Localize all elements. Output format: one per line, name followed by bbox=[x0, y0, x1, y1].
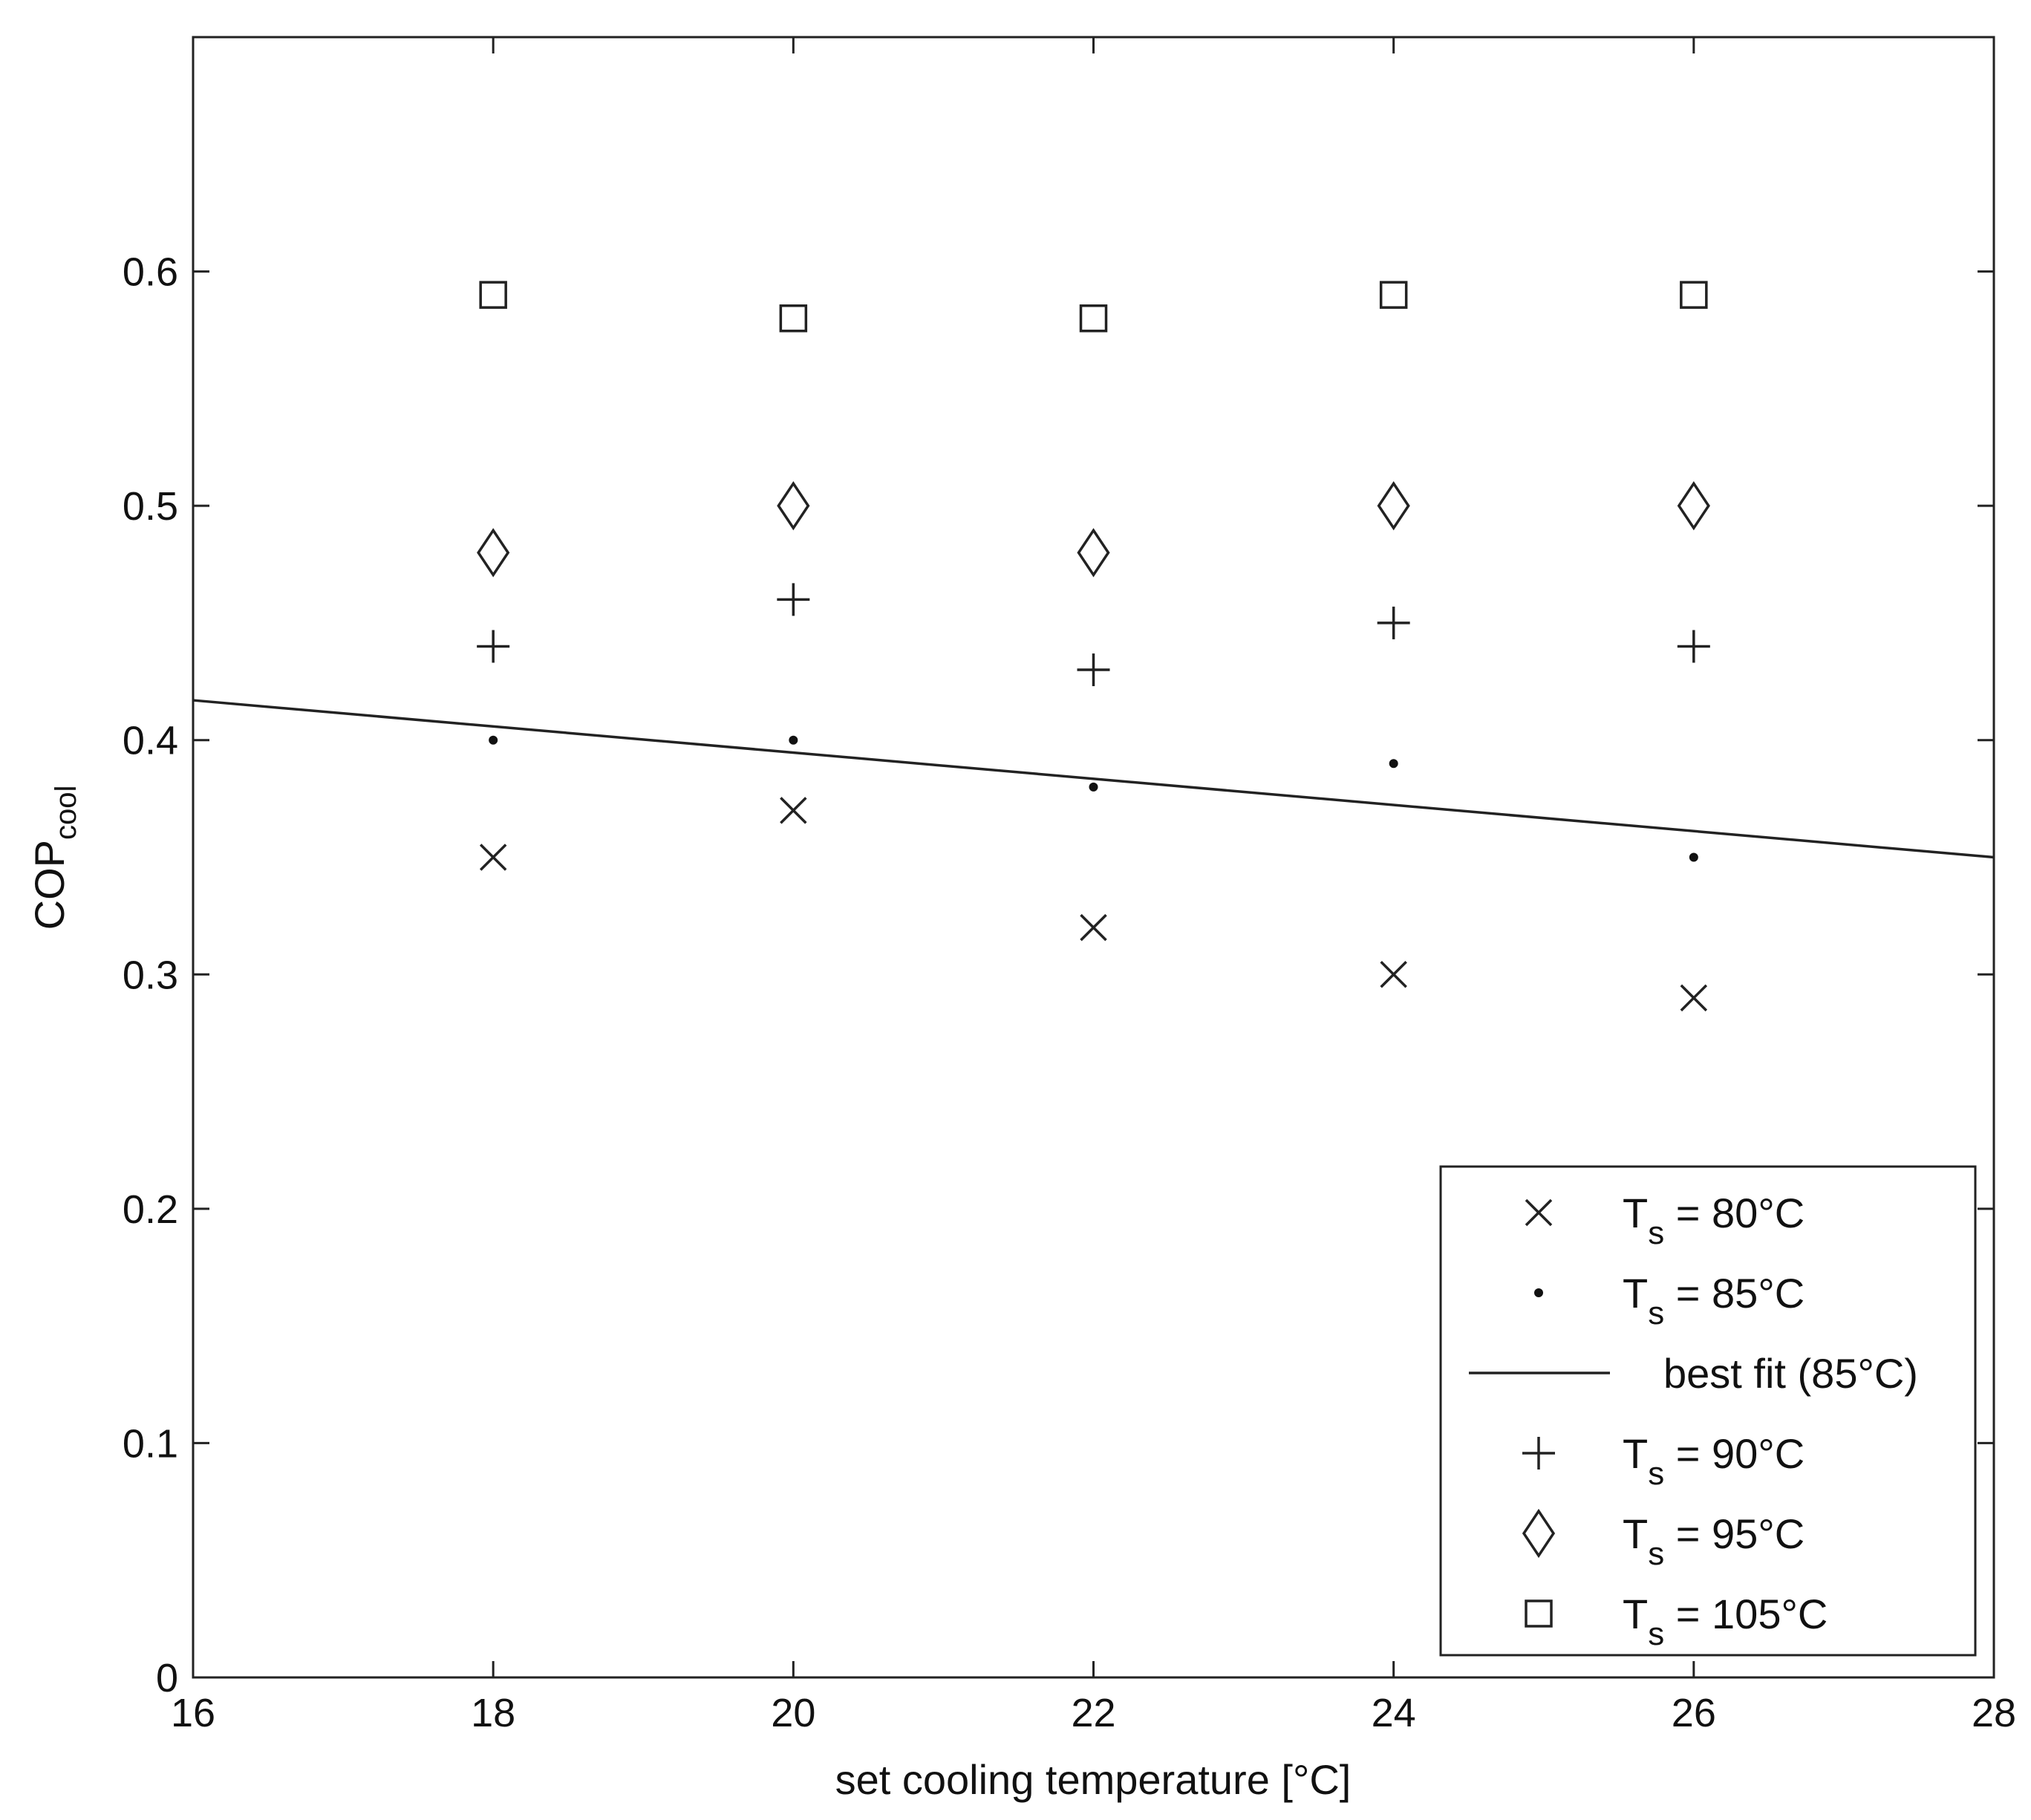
data-point-series-4 bbox=[1079, 304, 1108, 333]
y-tick-label: 0.4 bbox=[123, 719, 178, 763]
legend-marker-series-2 bbox=[1522, 1437, 1555, 1470]
data-point-series-0 bbox=[1380, 961, 1407, 988]
legend-label-series-4: Ts = 105°C bbox=[1623, 1591, 1828, 1652]
legend-label-main: T bbox=[1623, 1591, 1648, 1637]
legend-label-suffix: = 80°C bbox=[1664, 1190, 1805, 1236]
data-point-series-3 bbox=[1077, 528, 1110, 578]
legend-label-subscript: s bbox=[1648, 1616, 1664, 1652]
x-tick-label: 22 bbox=[1071, 1691, 1115, 1735]
x-tick-label: 26 bbox=[1672, 1691, 1716, 1735]
legend-label-suffix: = 90°C bbox=[1664, 1430, 1805, 1477]
legend-marker-series-0 bbox=[1525, 1198, 1553, 1227]
data-point-series-3 bbox=[1377, 480, 1410, 531]
legend-label-main: T bbox=[1623, 1270, 1648, 1317]
data-point-series-2 bbox=[1677, 630, 1710, 663]
y-axis: 0 0.1 0.2 0.3 0.4 0.5 0.6 bbox=[123, 250, 1994, 1700]
y-axis-title-subscript: cool bbox=[50, 786, 82, 840]
data-point-series-3 bbox=[1677, 480, 1710, 531]
data-point-series-1 bbox=[1089, 782, 1098, 792]
data-point-series-0 bbox=[479, 844, 507, 871]
legend-label-subscript: s bbox=[1648, 1215, 1664, 1251]
data-point-series-2 bbox=[1077, 653, 1110, 687]
x-axis-title: set cooling temperature [°C] bbox=[835, 1756, 1352, 1803]
data-point-series-1 bbox=[789, 735, 798, 745]
data-point-series-1 bbox=[1389, 759, 1398, 769]
data-point-series-4 bbox=[779, 304, 808, 333]
legend-marker-series-4 bbox=[1525, 1599, 1553, 1628]
x-tick-label: 20 bbox=[771, 1691, 815, 1735]
y-tick-label: 0.2 bbox=[123, 1187, 178, 1232]
legend-marker-series-1 bbox=[1534, 1288, 1543, 1297]
legend-label-series-0: Ts = 80°C bbox=[1623, 1190, 1805, 1251]
legend-label-subscript: s bbox=[1648, 1536, 1664, 1572]
y-tick-label: 0.6 bbox=[123, 250, 178, 295]
x-tick-label: 18 bbox=[471, 1691, 515, 1735]
legend-label-main: T bbox=[1623, 1190, 1648, 1236]
data-point-series-1 bbox=[1689, 852, 1698, 862]
y-tick-label: 0.5 bbox=[123, 484, 178, 529]
legend-label-suffix: = 85°C bbox=[1664, 1270, 1805, 1317]
data-point-series-3 bbox=[777, 480, 810, 531]
data-point-series-4 bbox=[1680, 281, 1708, 309]
data-point-series-2 bbox=[777, 583, 810, 616]
legend-label-main: T bbox=[1623, 1510, 1648, 1557]
data-point-series-0 bbox=[1080, 913, 1107, 942]
data-point-series-4 bbox=[479, 281, 507, 309]
legend-label-subscript: s bbox=[1648, 1295, 1664, 1331]
legend-label-main: T bbox=[1623, 1430, 1648, 1477]
data-point-series-0 bbox=[780, 797, 807, 824]
x-tick-label: 28 bbox=[1972, 1691, 2016, 1735]
legend-label-subscript: s bbox=[1648, 1455, 1664, 1492]
data-point-series-1 bbox=[489, 735, 498, 745]
y-tick-label: 0.3 bbox=[123, 953, 178, 997]
y-axis-title-main: COP bbox=[26, 840, 73, 930]
legend-label-series-1: Ts = 85°C bbox=[1623, 1270, 1805, 1331]
legend-label-series-3: Ts = 95°C bbox=[1623, 1510, 1805, 1572]
fit-line-layer bbox=[192, 699, 1995, 859]
y-tick-label: 0 bbox=[156, 1656, 178, 1700]
data-point-series-3 bbox=[477, 528, 510, 578]
legend-label-best-fit: best fit (85°C) bbox=[1663, 1350, 1918, 1397]
x-tick-label: 16 bbox=[171, 1691, 215, 1735]
data-point-series-4 bbox=[1379, 281, 1408, 309]
legend-label-suffix: = 105°C bbox=[1664, 1591, 1828, 1637]
legend-label-suffix: = 95°C bbox=[1664, 1510, 1805, 1557]
y-tick-label: 0.1 bbox=[123, 1421, 178, 1466]
data-point-series-0 bbox=[1680, 984, 1708, 1012]
data-points bbox=[477, 281, 1710, 1012]
best-fit-line bbox=[192, 699, 1995, 859]
y-axis-title: COPcool bbox=[26, 786, 82, 930]
legend-box bbox=[1439, 1165, 1977, 1657]
legend-label-series-2: Ts = 90°C bbox=[1623, 1430, 1805, 1492]
data-point-series-2 bbox=[477, 630, 510, 663]
data-point-series-2 bbox=[1377, 606, 1410, 639]
x-tick-label: 24 bbox=[1372, 1691, 1416, 1735]
legend-marker-series-3 bbox=[1522, 1508, 1556, 1559]
x-axis: 16 18 20 22 24 26 28 bbox=[171, 37, 2016, 1735]
